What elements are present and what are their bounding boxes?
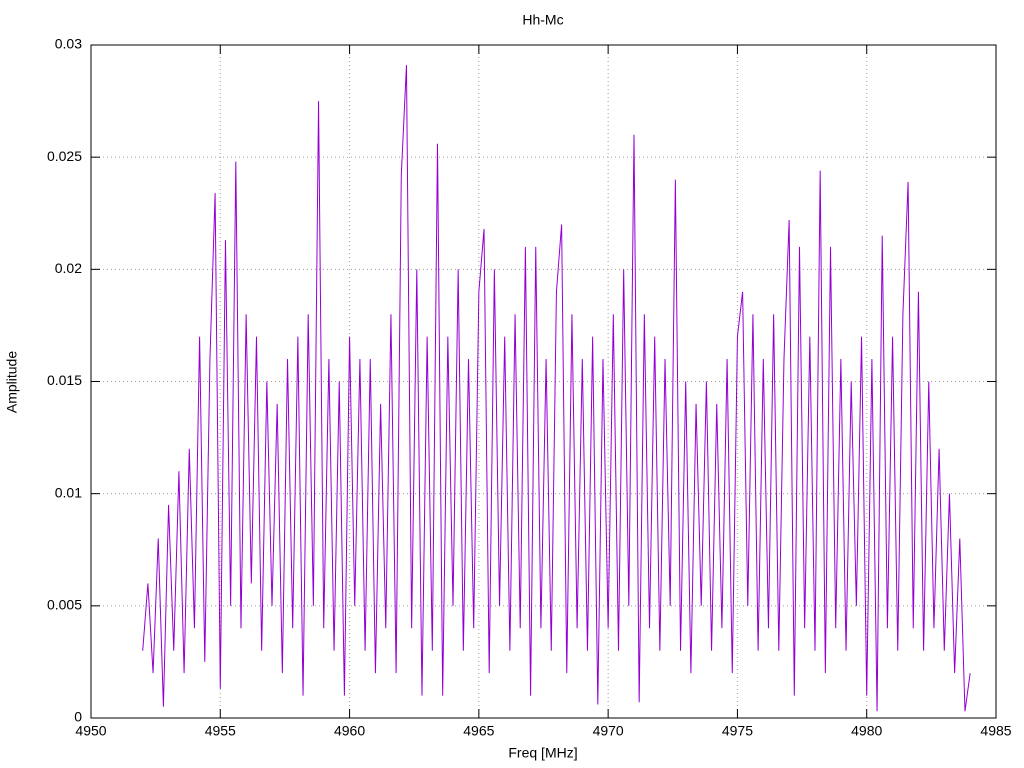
x-tick-label: 4950 xyxy=(75,723,106,739)
x-tick-label: 4960 xyxy=(334,723,365,739)
y-tick-label: 0.015 xyxy=(47,372,82,388)
y-tick-label: 0.03 xyxy=(55,36,82,52)
x-tick-label: 4970 xyxy=(593,723,624,739)
x-tick-label: 4965 xyxy=(463,723,494,739)
y-tick-label: 0.025 xyxy=(47,148,82,164)
data-line xyxy=(142,65,971,712)
x-tick-label: 4955 xyxy=(205,723,236,739)
x-axis-label: Freq [MHz] xyxy=(508,745,577,761)
y-tick-label: 0.005 xyxy=(47,597,82,613)
y-tick-label: 0 xyxy=(74,709,82,725)
plot-border xyxy=(90,44,997,719)
chart-title: Hh-Mc xyxy=(522,12,563,28)
y-tick-label: 0.02 xyxy=(55,260,82,276)
x-tick-label: 4985 xyxy=(980,723,1011,739)
x-tick-label: 4975 xyxy=(722,723,753,739)
y-axis-label: Amplitude xyxy=(4,351,20,413)
y-tick-label: 0.01 xyxy=(55,484,82,500)
x-tick-label: 4980 xyxy=(851,723,882,739)
